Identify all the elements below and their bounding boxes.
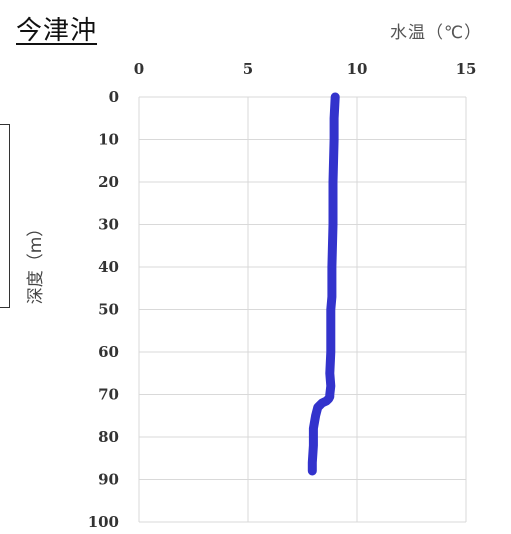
y-tick-label-3: 30 xyxy=(98,216,119,234)
temperature-profile-line-0 xyxy=(307,92,340,476)
x-tick-labels: 0 5 10 15 xyxy=(134,60,477,78)
y-tick-label-1: 10 xyxy=(98,131,119,149)
x-tick-label-1: 5 xyxy=(243,60,253,78)
y-tick-label-0: 0 xyxy=(109,88,119,106)
y-tick-label-8: 80 xyxy=(98,428,119,446)
page-title: 今津沖 xyxy=(16,16,98,46)
y-tick-label-4: 40 xyxy=(98,258,119,276)
y-tick-label-7: 70 xyxy=(98,386,119,404)
x-tick-label-2: 10 xyxy=(347,60,368,78)
y-tick-label-10: 100 xyxy=(88,513,119,531)
x-tick-label-3: 15 xyxy=(456,60,477,78)
grid xyxy=(138,96,467,523)
series-layer xyxy=(307,92,340,476)
y-tick-labels: 0 10 20 30 40 50 60 70 80 90 100 xyxy=(88,88,119,531)
side-frame xyxy=(0,124,10,308)
y-tick-label-9: 90 xyxy=(98,471,119,489)
y-tick-label-2: 20 xyxy=(98,173,119,191)
y-tick-label-6: 60 xyxy=(98,343,119,361)
x-tick-label-0: 0 xyxy=(134,60,144,78)
y-tick-label-5: 50 xyxy=(98,301,119,319)
x-axis-label: 水温（℃） xyxy=(390,23,483,43)
